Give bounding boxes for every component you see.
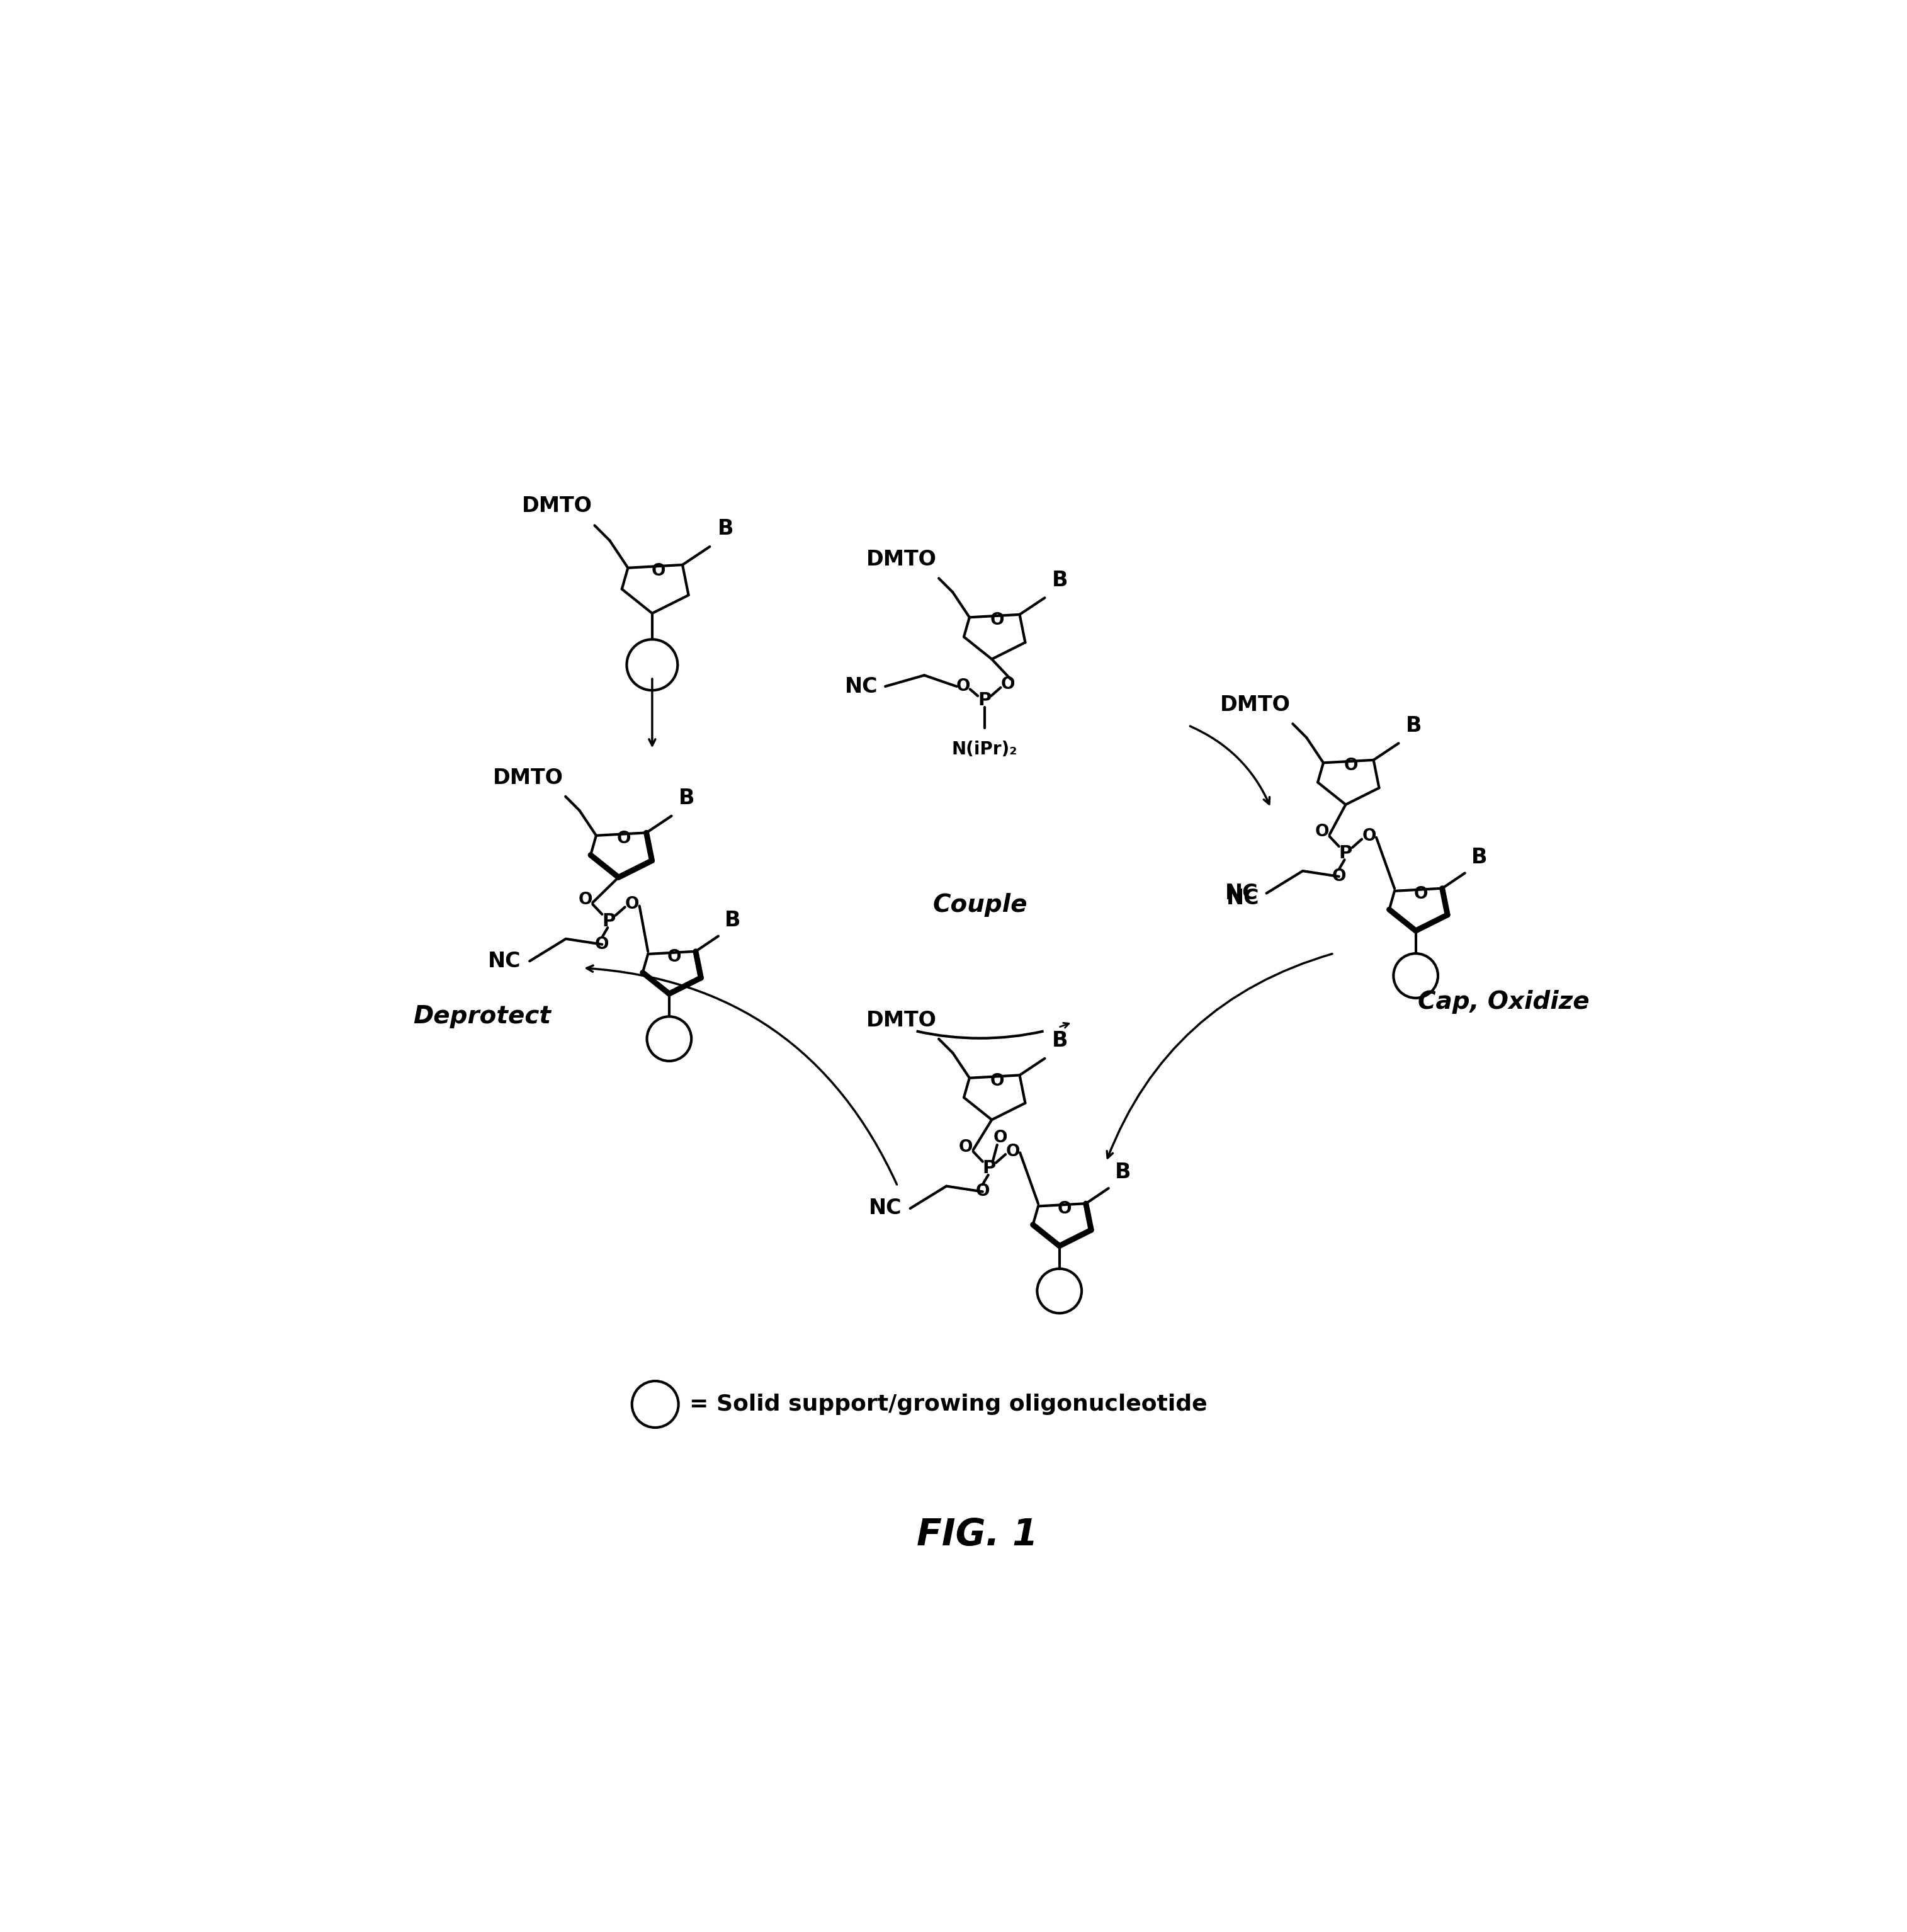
Text: O: O [994,1130,1007,1146]
Text: B: B [1053,570,1068,591]
Text: B: B [1053,1030,1068,1051]
Text: NC: NC [1226,887,1259,908]
Text: DMTO: DMTO [523,497,593,516]
Text: O: O [650,562,666,580]
Text: O: O [1005,1144,1020,1159]
Text: O: O [990,612,1005,628]
Text: O: O [1001,676,1015,694]
Text: O: O [1316,823,1329,840]
Text: P: P [978,692,992,709]
Text: B: B [725,910,740,931]
Text: O: O [595,937,608,952]
Text: NC: NC [870,1198,902,1219]
Text: O: O [976,1184,990,1200]
Text: O: O [625,896,639,912]
Text: B: B [1470,846,1487,867]
Text: O: O [959,1138,973,1155]
Text: Deprotect: Deprotect [412,1005,551,1028]
Text: N(iPr)₂: N(iPr)₂ [952,740,1016,757]
Text: O: O [990,1072,1005,1090]
Text: B: B [679,788,694,810]
Text: O: O [578,891,593,908]
Text: O: O [1331,867,1346,885]
Text: DMTO: DMTO [866,1010,936,1030]
Text: O: O [618,831,631,846]
Text: Couple: Couple [933,893,1028,918]
Text: NC: NC [1224,883,1259,904]
Text: DMTO: DMTO [866,549,936,570]
Text: DMTO: DMTO [1220,696,1291,715]
Text: = Solid support/growing oligonucleotide: = Solid support/growing oligonucleotide [688,1393,1207,1414]
Text: NC: NC [488,951,521,972]
Text: Cap, Oxidize: Cap, Oxidize [1417,989,1589,1014]
Text: O: O [667,949,681,966]
Text: O: O [1344,757,1358,775]
Text: O: O [1413,885,1428,902]
Text: O: O [1058,1202,1072,1217]
Text: B: B [1405,715,1423,736]
Text: O: O [955,678,971,696]
Text: NC: NC [845,676,877,697]
Text: O: O [1362,829,1377,844]
Text: P: P [1339,844,1352,862]
Text: FIG. 1: FIG. 1 [917,1517,1037,1553]
Text: B: B [717,518,734,539]
Text: B: B [1116,1163,1131,1182]
Text: DMTO: DMTO [492,767,563,788]
Text: P: P [603,912,616,929]
Text: P: P [982,1159,995,1177]
